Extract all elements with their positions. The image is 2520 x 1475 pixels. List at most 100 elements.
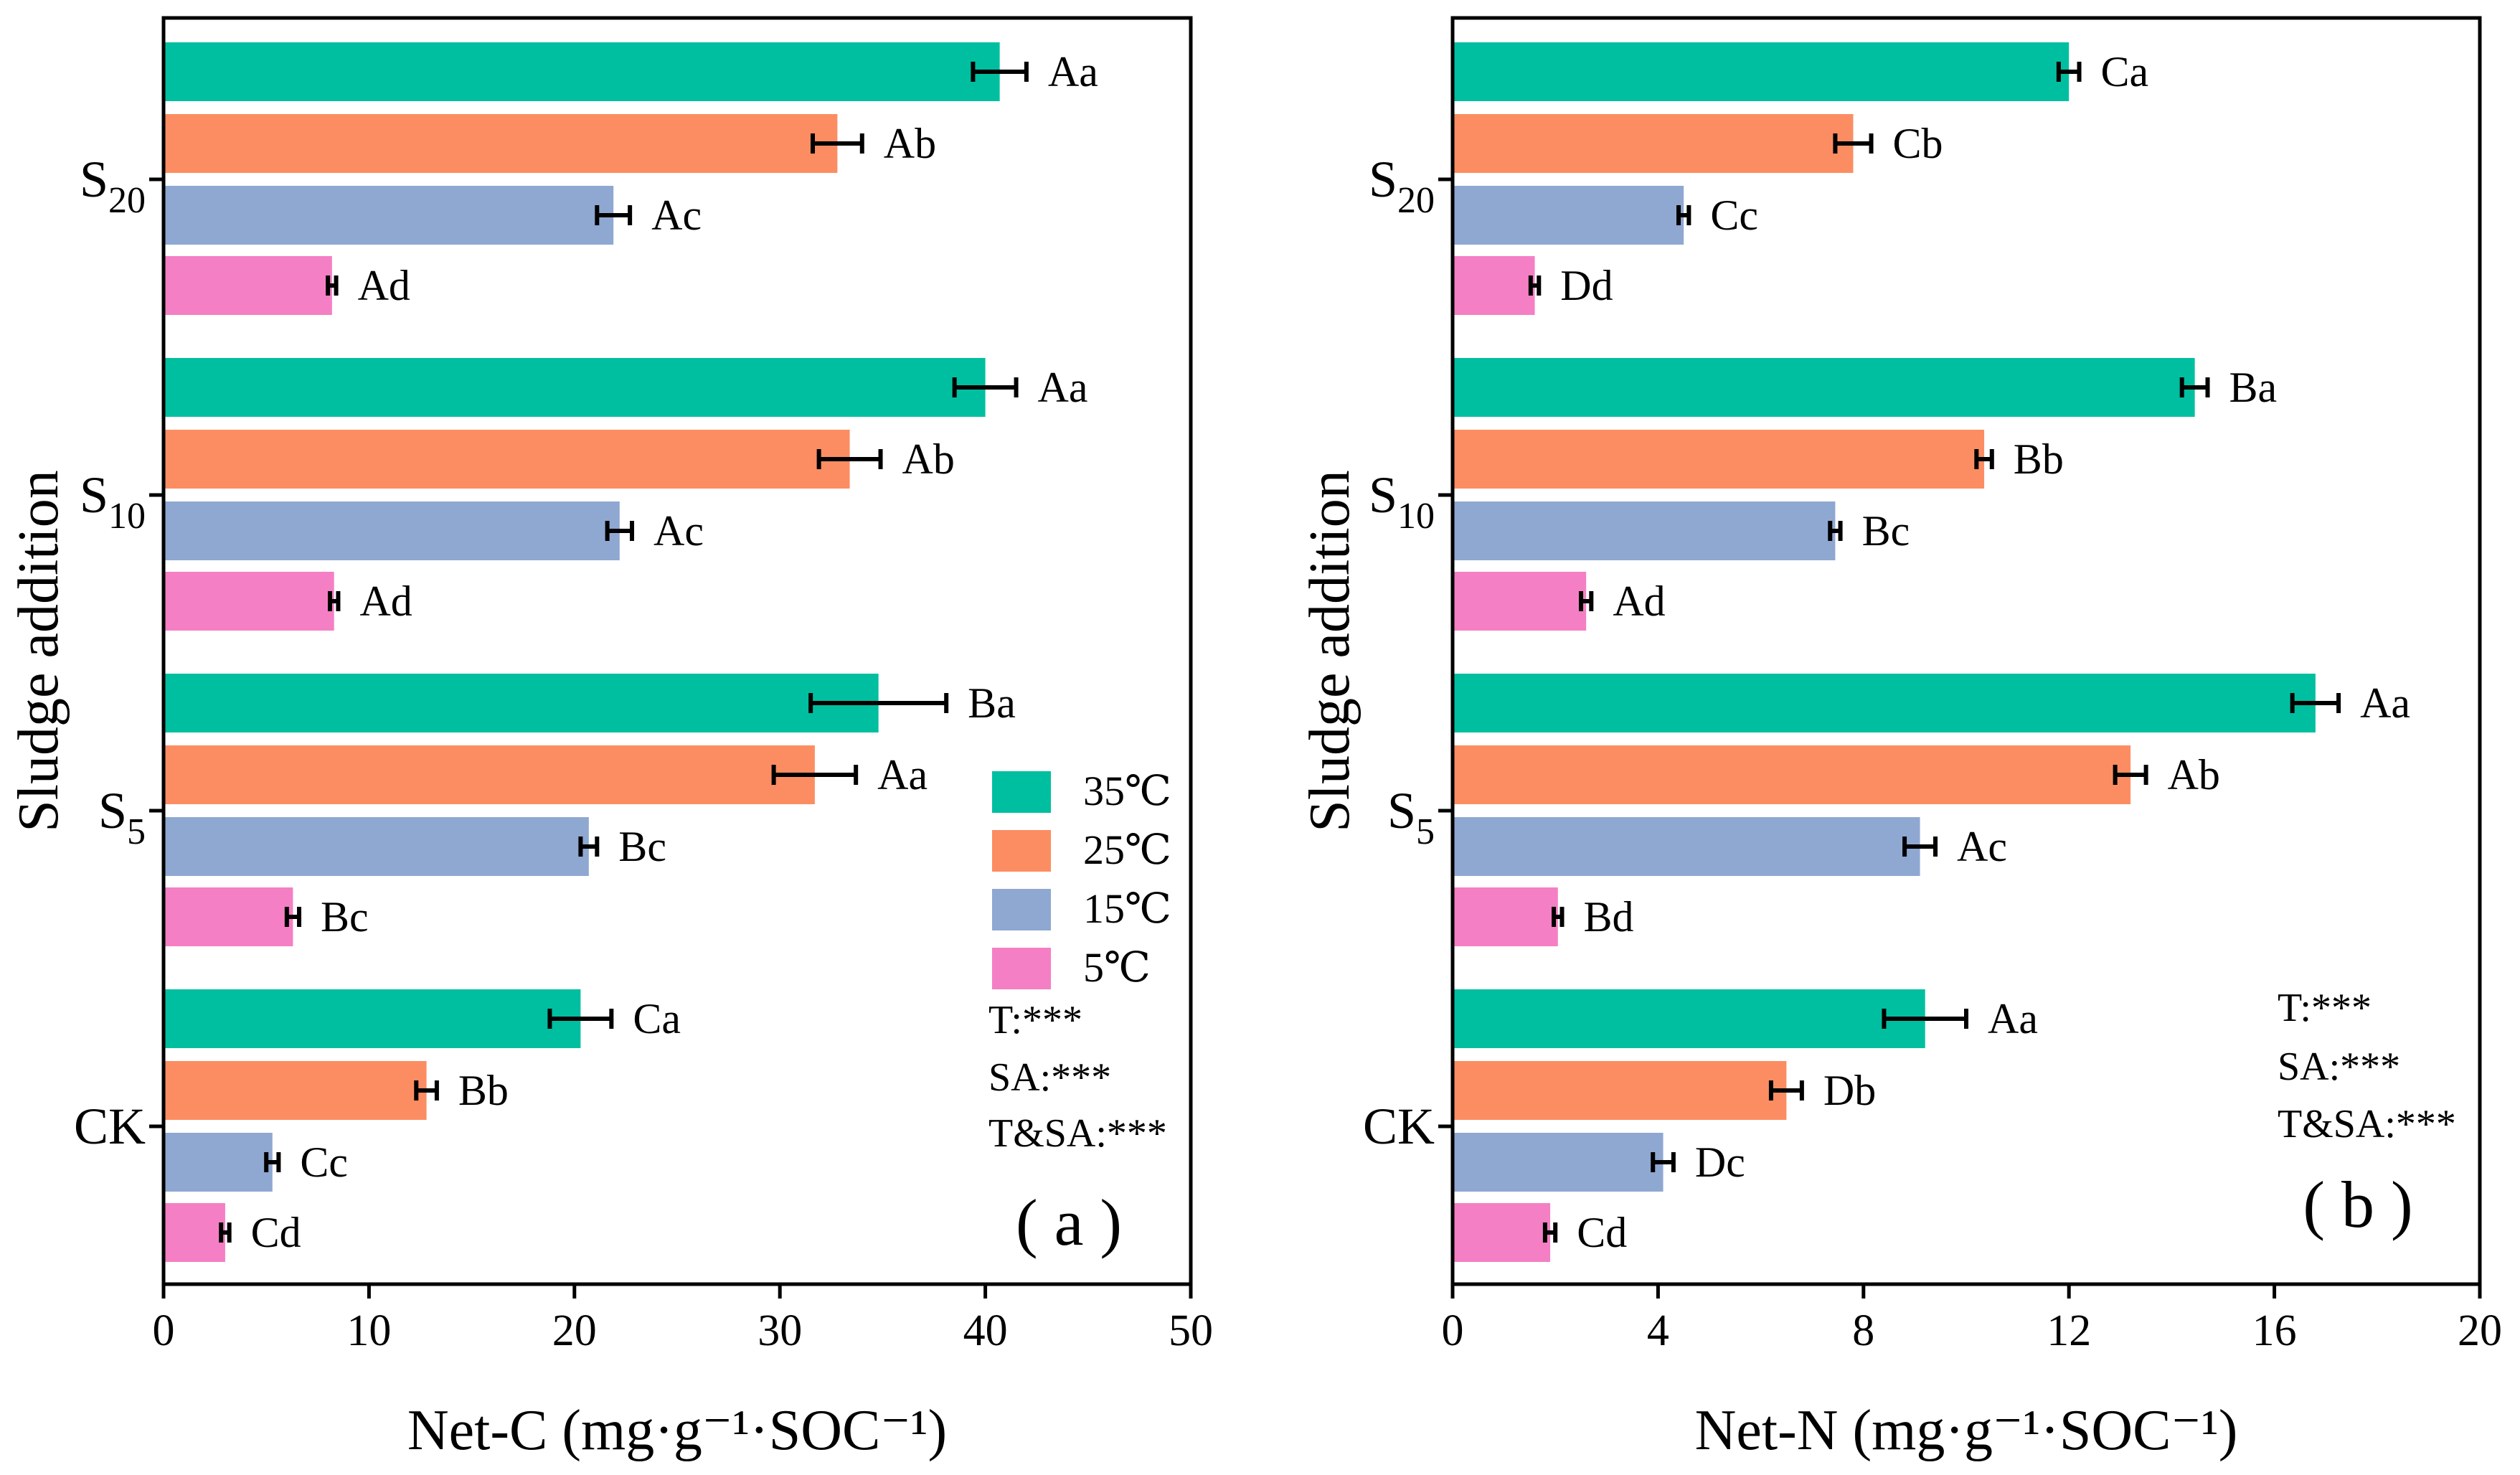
category-label: S20 (1369, 151, 1435, 221)
significance-label: Ac (653, 507, 704, 555)
legend-label: 25℃ (1083, 826, 1171, 873)
category-base: CK (1363, 1098, 1435, 1155)
bar-15℃-0 (164, 186, 614, 245)
stat-label: T&SA:*** (2278, 1102, 2456, 1146)
significance-label: Bb (2014, 435, 2064, 483)
bar-15℃-3 (164, 1133, 273, 1192)
stat-label: T:*** (988, 998, 1082, 1042)
bar-25℃-2 (164, 745, 815, 804)
significance-label: Ad (359, 578, 412, 625)
category-base: S (1369, 466, 1397, 524)
category-label: CK (1363, 1098, 1435, 1155)
legend-label: 35℃ (1083, 768, 1171, 814)
category-label: S10 (80, 466, 146, 537)
bar-25℃-3 (164, 1061, 427, 1120)
x-tick-label: 8 (1852, 1306, 1874, 1355)
bar-25℃-1 (164, 430, 850, 489)
significance-label: Cb (1893, 120, 1943, 167)
category-label: S10 (1369, 466, 1435, 537)
legend-swatch (992, 889, 1051, 930)
category-base: S (1369, 151, 1397, 208)
legend-label: 5℃ (1083, 944, 1151, 991)
significance-label: Ab (902, 435, 955, 483)
significance-label: Cc (300, 1139, 348, 1186)
significance-label: Ba (968, 679, 1016, 727)
bar-35℃-2 (164, 674, 879, 732)
significance-label: Ca (2101, 48, 2149, 95)
bar-25℃-0 (164, 114, 838, 173)
bar-15℃-3 (1453, 1133, 1664, 1192)
x-tick-label: 0 (1442, 1306, 1464, 1355)
significance-label: Dd (1560, 262, 1613, 309)
category-subscript: 10 (1397, 496, 1435, 537)
category-subscript: 10 (108, 496, 146, 537)
bar-5℃-1 (1453, 572, 1587, 631)
significance-label: Cd (1577, 1209, 1627, 1256)
bar-35℃-1 (1453, 358, 2195, 417)
significance-label: Aa (2360, 679, 2410, 727)
legend-swatch (992, 771, 1051, 813)
significance-label: Aa (1048, 48, 1098, 95)
x-tick-label: 20 (2458, 1306, 2502, 1355)
bar-5℃-2 (1453, 887, 1558, 946)
bar-35℃-3 (1453, 989, 1925, 1048)
significance-label: Cd (251, 1209, 301, 1256)
plot-frame (161, 16, 1193, 1286)
y-axis-title: Sludge addition (7, 470, 70, 831)
x-tick-label: 4 (1647, 1306, 1669, 1355)
panel-a-net-c: Aa Aa Ba Ca Ab Ab Aa Bb Ac Ac Bc Cc Ad Ad Bc Cd 0 10 20 30 4… (7, 16, 1213, 1462)
bar-5℃-0 (1453, 256, 1535, 315)
y-axis-title: Sludge addition (1298, 470, 1362, 831)
category-base: S (80, 466, 108, 524)
x-tick-label: 16 (2252, 1306, 2297, 1355)
significance-label: Ba (2229, 364, 2278, 411)
x-tick-label: 50 (1169, 1306, 1213, 1355)
significance-label: Ad (1613, 578, 1665, 625)
bar-25℃-3 (1453, 1061, 1787, 1120)
category-label: S5 (98, 782, 146, 852)
significance-label: Aa (1988, 995, 2038, 1042)
significance-label: Cc (1710, 192, 1758, 239)
bar-25℃-2 (1453, 745, 2131, 804)
stat-label: SA:*** (988, 1055, 1111, 1100)
bar-15℃-1 (164, 501, 620, 560)
bar-15℃-1 (1453, 501, 1836, 560)
x-tick-label: 30 (758, 1306, 802, 1355)
significance-label: Ab (884, 120, 936, 167)
category-base: CK (74, 1098, 146, 1155)
significance-label: Bc (321, 893, 369, 941)
significance-label: Ac (651, 192, 702, 239)
bar-35℃-0 (1453, 42, 2070, 101)
significance-label: Dc (1695, 1139, 1745, 1186)
category-base: S (1387, 782, 1416, 839)
x-tick-label: 12 (2047, 1306, 2091, 1355)
stat-label: SA:*** (2278, 1045, 2400, 1089)
panel-label: ( b ) (2303, 1168, 2412, 1241)
category-subscript: 20 (108, 180, 146, 221)
legend-label: 15℃ (1083, 885, 1171, 932)
panel-b-net-n: Ca Ba Aa Aa Cb Bb Ab Db Cc Bc Ac Dc Dd Ad Bd Cd 0 4 8 12 16 2… (1298, 16, 2502, 1462)
bar-15℃-2 (164, 817, 589, 876)
significance-label: Ad (358, 262, 410, 309)
significance-label: Bc (1862, 507, 1910, 555)
panel-label: ( a ) (1016, 1186, 1122, 1259)
significance-label: Aa (1038, 364, 1088, 411)
significance-label: Ac (1957, 823, 2007, 870)
x-tick-label: 40 (963, 1306, 1008, 1355)
category-label: S5 (1387, 782, 1435, 852)
category-base: S (98, 782, 127, 839)
category-label: S20 (80, 151, 146, 221)
category-subscript: 5 (127, 811, 146, 852)
significance-label: Ab (2168, 751, 2220, 798)
significance-label: Aa (877, 751, 928, 798)
bar-5℃-3 (164, 1203, 225, 1262)
bar-25℃-1 (1453, 430, 1985, 489)
x-tick-label: 10 (346, 1306, 391, 1355)
x-axis-title: Net-C (mg·g⁻¹·SOC⁻¹) (407, 1399, 947, 1462)
category-label: CK (74, 1098, 146, 1155)
category-subscript: 20 (1397, 180, 1435, 221)
x-axis-title: Net-N (mg·g⁻¹·SOC⁻¹) (1695, 1399, 2238, 1462)
significance-label: Bc (618, 823, 666, 870)
bar-5℃-1 (164, 572, 334, 631)
